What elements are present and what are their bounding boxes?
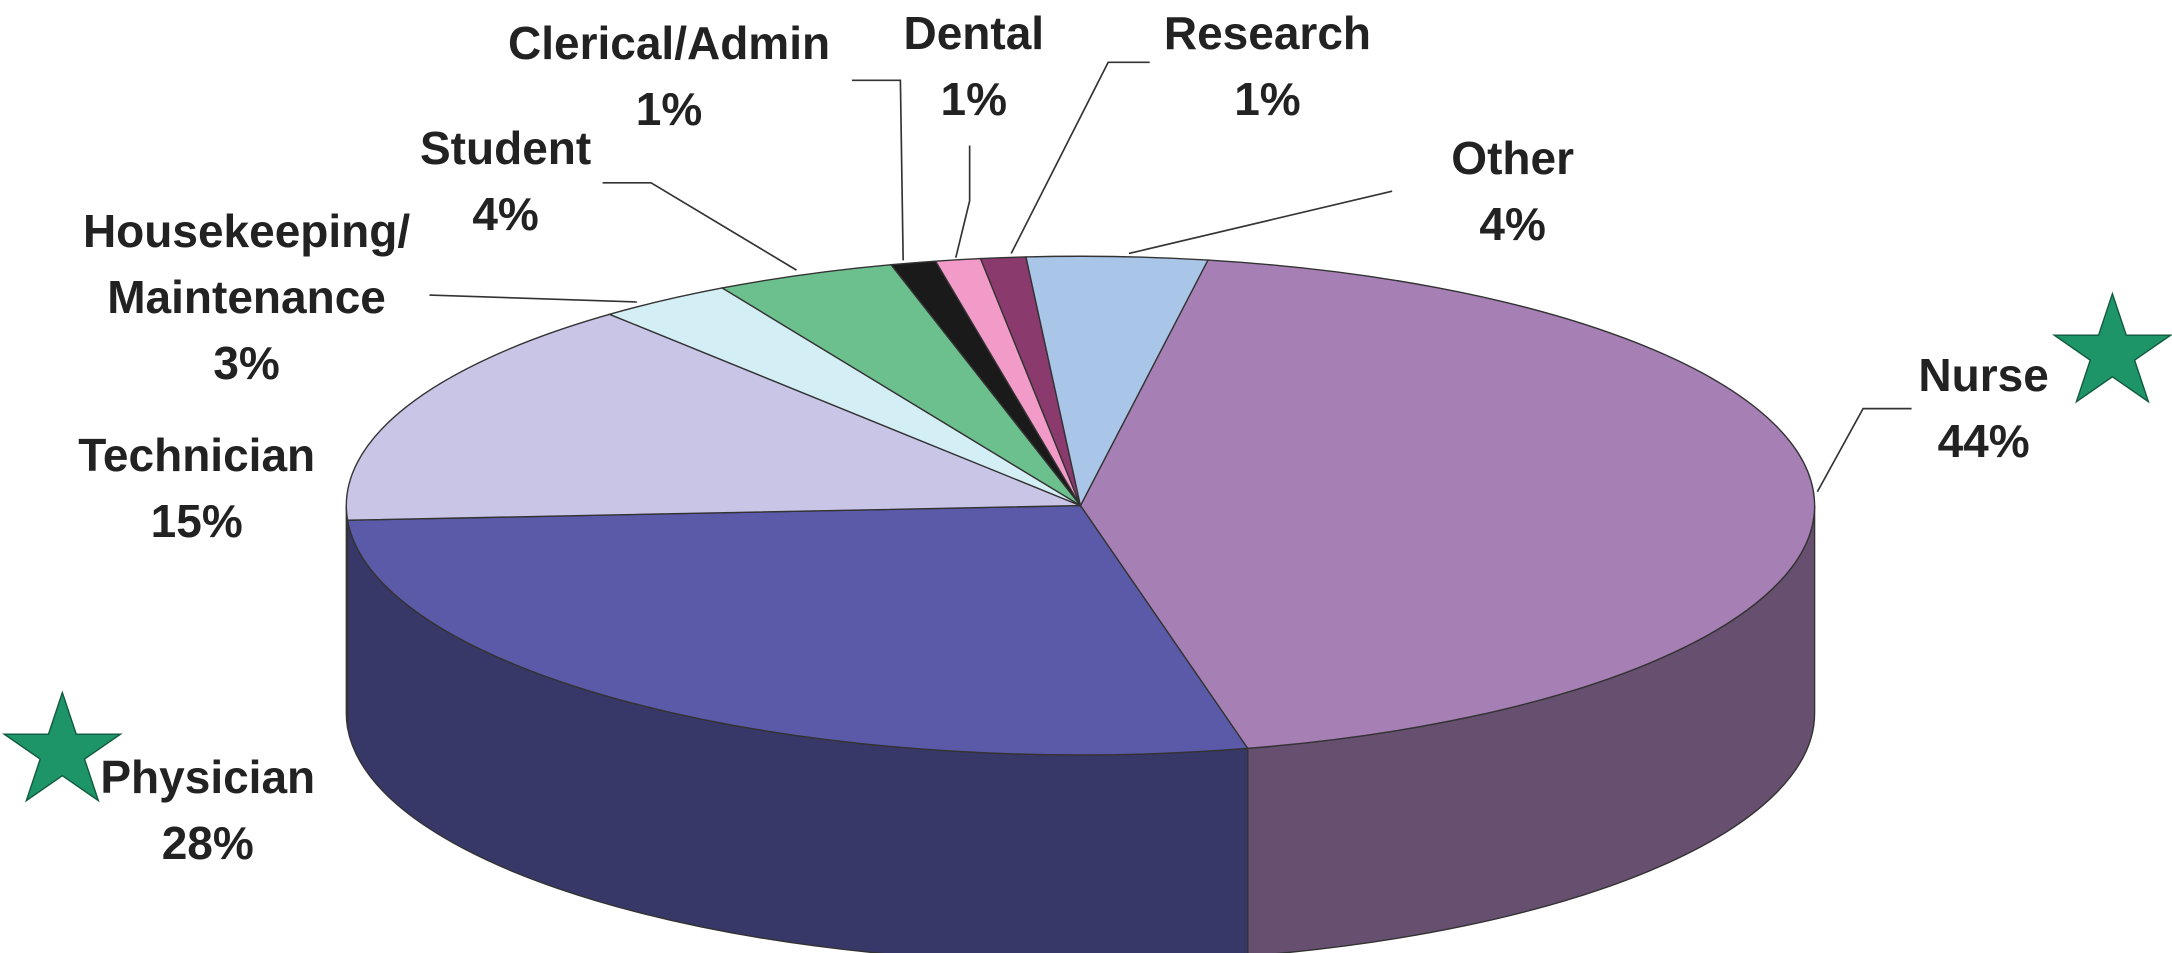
value-label: 28% [161,816,254,869]
category-label: Research [1163,7,1372,59]
slice [346,504,1249,756]
leader-lines [429,61,1912,493]
value-label: 4% [1479,197,1546,250]
leader-line [1816,407,1912,493]
category-label: Student [419,121,592,174]
category-label: Physician [100,750,316,803]
value-label: 15% [150,495,243,548]
slice [1079,259,1816,750]
leader-line [1010,61,1150,254]
slice [1025,255,1210,508]
leader-line [1128,190,1393,255]
value-label: 1% [635,82,703,135]
category-label: Nurse [1918,349,2049,402]
value-label: 1% [1234,73,1301,125]
value-label: 4% [472,187,539,240]
category-label: Other [1451,131,1574,184]
value-label: 3% [213,337,280,390]
category-label: Dental [903,7,1045,59]
category-label: Technician [78,429,316,482]
slice [720,263,1082,507]
category-label: Clerical/Admin [508,16,831,69]
value-label: 1% [940,73,1008,125]
slice [345,313,1081,521]
slice-side [345,505,349,729]
leader-line [954,145,971,258]
leader-line [429,294,638,303]
category-label: Housekeeping/ Maintenance [82,205,411,324]
star-icon [2052,291,2172,404]
value-label: 44% [1937,415,2030,468]
leader-line [602,182,797,271]
star-icon [1,690,123,803]
leader-line [851,79,904,261]
